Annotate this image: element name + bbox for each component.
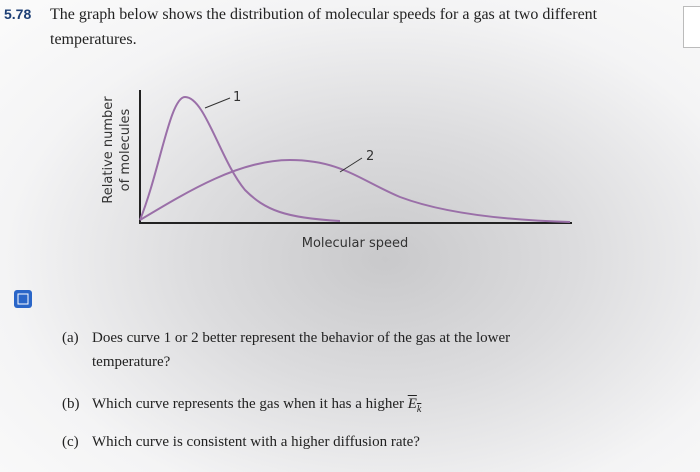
icon-inner — [17, 293, 29, 305]
problem-number: 5.78 — [4, 6, 32, 22]
question-label: (c) — [62, 434, 79, 450]
y-axis-label: of molecules — [118, 108, 133, 191]
curve-1 — [139, 95, 341, 222]
problem-text: The graph below shows the distribution o… — [50, 6, 598, 23]
y-axis-label: Relative number — [101, 96, 116, 204]
leader-2 — [339, 157, 363, 173]
x-axis-label: Molecular speed — [302, 236, 409, 251]
symbol-letter: E — [407, 396, 417, 412]
curve-2 — [139, 158, 571, 223]
question-text: Which curve is consistent with a higher … — [92, 434, 420, 450]
problem-text: temperatures. — [50, 31, 137, 48]
question-text: temperature? — [92, 354, 171, 370]
curve-label: 2 — [366, 149, 374, 164]
question-label: (b) — [62, 396, 80, 412]
question-label: (a) — [62, 330, 79, 346]
edge-box — [683, 6, 700, 48]
symbol: Ek — [407, 396, 422, 415]
question-text: Which curve represents the gas when it h… — [92, 396, 421, 415]
curve-label: 1 — [233, 90, 241, 105]
question-text: Does curve 1 or 2 better represent the b… — [92, 330, 511, 346]
question-text: Which curve represents the gas when it h… — [92, 396, 404, 412]
symbol-subscript: k — [416, 404, 422, 415]
icon — [14, 290, 32, 308]
leader-1 — [204, 97, 231, 109]
